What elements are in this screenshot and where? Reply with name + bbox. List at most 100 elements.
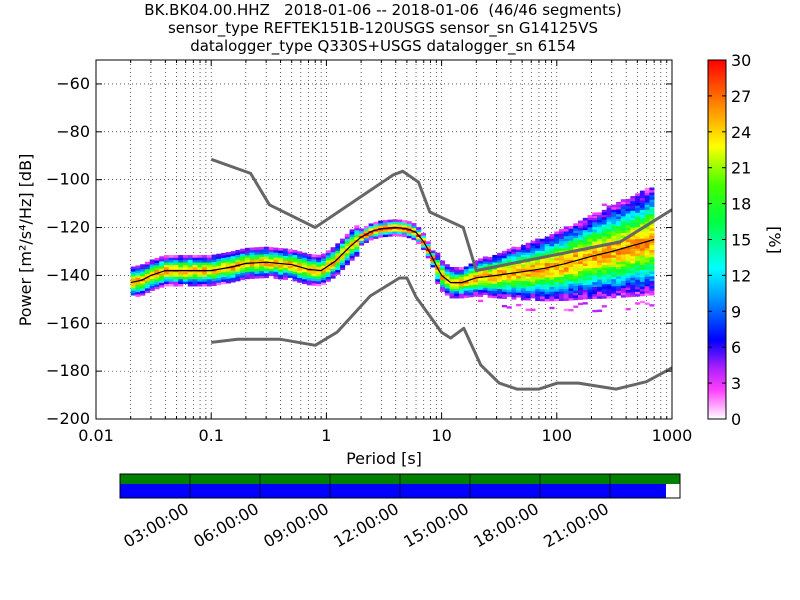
psd-density-cell: [202, 264, 208, 268]
x-axis-label: Period [s]: [346, 449, 422, 468]
psd-density-cell: [630, 272, 636, 276]
psd-density-cell: [225, 256, 231, 260]
psd-density-cell: [582, 251, 588, 255]
psd-density-cell: [420, 247, 427, 251]
psd-density-cell: [163, 267, 170, 270]
psd-density-cell: [587, 219, 593, 223]
psd-density-cell: [535, 264, 541, 268]
psd-density-cell: [620, 235, 626, 238]
psd-density-cell: [225, 254, 231, 258]
psd-density-cell: [178, 283, 184, 287]
psd-density-cell: [625, 227, 631, 231]
psd-density-cell: [449, 269, 455, 273]
psd-density-cell: [187, 255, 193, 258]
psd-density-cell: [644, 266, 650, 270]
psd-density-cell: [639, 236, 645, 239]
psd-density-cell: [568, 245, 574, 248]
psd-density-cell: [225, 275, 231, 279]
psd-density-cell: [639, 269, 645, 273]
psd-density-cell: [440, 272, 446, 276]
psd-density-cell: [568, 226, 574, 229]
psd-density-cell: [525, 278, 531, 282]
psd-density-cell: [254, 254, 260, 258]
psd-density-cell: [578, 273, 584, 276]
psd-density-cell: [644, 250, 650, 253]
psd-density-cell: [520, 247, 526, 250]
psd-density-cell: [644, 271, 650, 275]
psd-density-cell: [625, 208, 631, 212]
psd-density-cell: [420, 242, 427, 246]
psd-density-cell: [149, 261, 155, 265]
psd-density-cell: [592, 257, 598, 261]
psd-density-cell: [397, 219, 403, 223]
psd-density-cell: [535, 255, 541, 258]
psd-density-cell: [321, 277, 327, 281]
psd-density-cell: [601, 240, 607, 244]
psd-density-cell: [221, 262, 227, 266]
psd-density-cell: [597, 219, 603, 223]
psd-density-cell: [635, 224, 641, 228]
psd-density-cell: [211, 273, 217, 277]
psd-density-cell: [606, 269, 612, 273]
psd-density-cell: [578, 254, 584, 257]
psd-density-cell: [316, 259, 322, 263]
psd-density-cell: [306, 256, 312, 260]
psd-density-cell: [582, 258, 588, 262]
psd-density-cell: [506, 287, 512, 290]
psd-density-cell: [135, 267, 141, 271]
psd-density-cell: [578, 227, 584, 231]
psd-density-cell: [130, 292, 136, 296]
psd-density-cell: [611, 286, 617, 289]
psd-density-cell: [554, 241, 560, 244]
psd-density-cell: [587, 229, 593, 233]
psd-density-cell: [573, 295, 579, 298]
psd-density-cell: [511, 292, 517, 295]
psd-density-cell: [492, 262, 498, 265]
psd-density-cell: [206, 259, 212, 263]
psd-density-cell: [497, 281, 503, 285]
psd-density-cell: [597, 250, 603, 254]
psd-density-cell: [616, 213, 622, 217]
psd-density-cell: [611, 233, 617, 237]
psd-density-cell: [449, 276, 455, 280]
psd-density-cell: [511, 263, 517, 267]
psd-density-cell: [497, 291, 503, 294]
psd-density-cell: [235, 276, 241, 279]
psd-density-cell: [192, 271, 198, 275]
psd-density-cell: [225, 268, 231, 272]
psd-density-cell: [344, 236, 350, 239]
psd-density-cell: [578, 234, 584, 238]
psd-density-cell: [340, 240, 346, 244]
psd-density-cell: [340, 264, 346, 268]
psd-density-cell: [440, 265, 446, 268]
psd-density-cell: [554, 296, 560, 299]
psd-density-cell: [187, 278, 193, 282]
psd-density-cell: [582, 272, 588, 276]
psd-density-cell: [563, 288, 569, 292]
psd-density-cell: [154, 265, 160, 268]
psd-density-cell: [611, 276, 617, 280]
psd-density-cell: [430, 252, 436, 256]
psd-density-cell: [202, 283, 208, 287]
psd-density-cell: [549, 277, 555, 280]
psd-density-cell: [359, 238, 365, 241]
psd-density-cell: [578, 258, 584, 262]
psd-density-cell: [268, 249, 274, 253]
plot-frame: [95, 59, 673, 420]
psd-density-cell: [344, 243, 350, 247]
psd-density-cell: [558, 288, 565, 292]
psd-density-cell: [597, 241, 603, 244]
psd-density-cell: [644, 302, 650, 305]
psd-density-cell: [506, 260, 512, 264]
psd-density-cell: [587, 270, 593, 273]
psd-density-cell: [254, 273, 260, 277]
psd-density-cell: [482, 277, 488, 281]
psd-density-cell: [535, 283, 541, 287]
psd-density-cell: [563, 226, 569, 230]
psd-density-cell: [163, 257, 170, 261]
psd-density-cell: [635, 289, 641, 292]
psd-density-cell: [468, 289, 474, 293]
psd-density-cell: [558, 236, 565, 239]
psd-density-cell: [401, 232, 407, 235]
psd-density-cell: [192, 281, 198, 285]
